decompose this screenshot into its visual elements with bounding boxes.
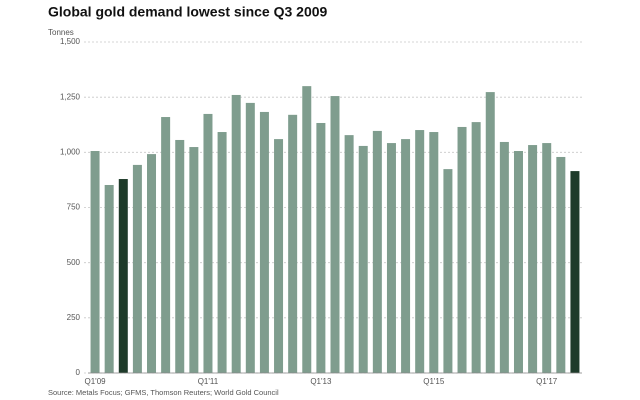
bar — [90, 151, 100, 373]
bar — [344, 135, 354, 373]
y-tick-label: 1,250 — [60, 92, 81, 101]
bar — [528, 145, 538, 373]
bar — [358, 145, 368, 373]
bar — [161, 117, 171, 373]
y-tick-label: 0 — [76, 368, 81, 377]
bar — [542, 143, 552, 373]
bar — [274, 139, 284, 373]
y-axis-label: Tonnes — [48, 28, 74, 37]
bar — [570, 171, 580, 373]
bar — [302, 86, 312, 373]
bar — [203, 113, 213, 374]
x-tick-label: Q1'15 — [423, 377, 445, 386]
chart-title: Global gold demand lowest since Q3 2009 — [48, 4, 328, 20]
y-tick-label: 1,500 — [60, 37, 81, 46]
bar — [147, 154, 157, 373]
bar — [401, 139, 411, 373]
bar — [231, 94, 241, 374]
bar — [499, 141, 509, 373]
bar — [132, 164, 142, 373]
bar — [513, 151, 523, 373]
y-tick-label: 500 — [67, 258, 81, 267]
y-tick-label: 750 — [67, 203, 81, 212]
bar — [443, 169, 453, 373]
bar — [118, 179, 128, 373]
x-tick-label: Q1'09 — [85, 377, 107, 386]
bar — [556, 156, 566, 373]
bar — [316, 122, 326, 373]
bar — [457, 126, 467, 373]
y-tick-label: 1,000 — [60, 147, 81, 156]
x-tick-label: Q1'11 — [198, 377, 219, 386]
bar — [429, 132, 439, 373]
x-tick-label: Q1'17 — [536, 377, 558, 386]
bar — [189, 147, 199, 373]
bar — [372, 130, 382, 373]
bar — [259, 111, 269, 374]
bar — [288, 114, 298, 373]
bar — [175, 139, 185, 373]
y-tick-label: 250 — [67, 313, 81, 322]
bar — [485, 92, 495, 373]
bar — [415, 130, 425, 373]
source-note: Source: Metals Focus; GFMS, Thomson Reut… — [48, 388, 279, 397]
bar — [471, 122, 481, 374]
bar — [217, 132, 227, 373]
bar — [245, 102, 255, 374]
bar — [104, 184, 114, 373]
bar — [386, 143, 396, 373]
x-tick-label: Q1'13 — [310, 377, 332, 386]
bar — [330, 96, 340, 374]
